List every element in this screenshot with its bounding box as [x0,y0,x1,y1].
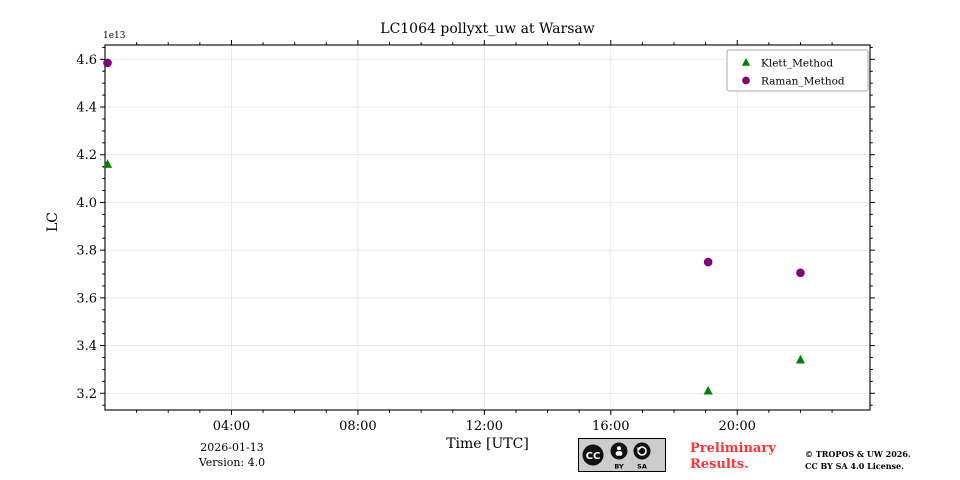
preliminary-line1: Preliminary [690,441,776,456]
legend-label-klett_method: Klett_Method [761,57,833,69]
sa-arrow-head [637,447,641,452]
circle-marker [103,58,112,68]
by-person-icon [610,442,628,460]
version-text: Version: 4.0 [198,455,266,469]
triangle-marker [102,159,113,168]
triangle-marker [741,58,751,66]
legend-label-raman_method: Raman_Method [761,75,845,87]
y-tick-label: 4.0 [76,196,97,211]
sa-label: SA [637,463,647,471]
grid-lines [105,45,870,410]
axis-ticks [100,40,875,415]
y-tick-label: 3.2 [76,387,97,402]
x-tick-label: 08:00 [339,419,376,434]
x-tick-label: 20:00 [718,419,755,434]
y-axis-label: LC [45,212,61,233]
y-tick-label: 4.4 [76,101,97,116]
preliminary-line2: Results. [690,456,749,472]
x-axis-label: Time [UTC] [446,436,529,452]
tick-labels: 04:00 08:00 12:00 16:00 20:00 3.2 3.4 3.6 3.8 4.0… [76,53,756,434]
date-version-block: 2026-01-13 Version: 4.0 [132,441,332,471]
x-tick-label: 16:00 [592,419,629,434]
copyright-block: © TROPOS & UW 2026. CC BY SA 4.0 License… [805,449,911,472]
cc-icon [582,444,604,466]
triangle-marker [703,385,713,395]
preliminary-results-note: Preliminary Results. [690,441,776,472]
date-text: 2026-01-13 [200,441,264,454]
legend-box [726,49,869,92]
circle-marker [703,257,713,267]
y-axis-offset-text: 1e13 [103,31,126,41]
y-tick-label: 4.2 [76,148,97,163]
x-tick-label: 12:00 [466,419,503,434]
series-raman_method [103,58,805,278]
x-tick-label: 04:00 [213,419,250,434]
legend: Klett_Method Raman_Method [726,49,869,92]
series-klett_method [102,159,806,395]
triangle-marker [795,354,806,364]
by-person-body [615,451,623,456]
y-tick-label: 4.6 [76,53,97,68]
y-tick-label: 3.4 [76,339,97,354]
circle-marker [796,268,805,278]
copyright-line2: CC BY SA 4.0 License. [805,460,904,471]
circle-marker [742,76,750,85]
sa-arrow-icon [633,442,651,460]
cc-license-badge: CC BY SA [578,438,666,472]
by-person-head [617,446,621,451]
copyright-line1: © TROPOS & UW 2026. [805,449,911,459]
y-tick-label: 3.6 [76,291,97,306]
cc-icon-text: CC [586,451,601,462]
chart-title: LC1064 pollyxt_uw at Warsaw [380,21,595,37]
by-label: BY [614,463,624,471]
plot-spines [104,44,871,411]
y-tick-label: 3.8 [76,244,97,259]
